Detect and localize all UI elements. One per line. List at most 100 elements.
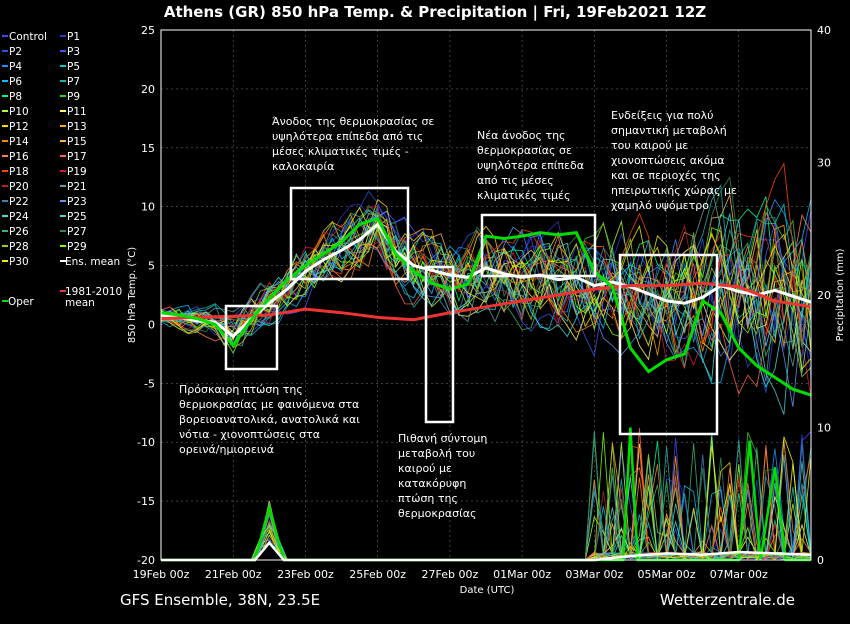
legend-label: Oper (8, 296, 34, 308)
annotation-box (618, 253, 719, 436)
legend-label: 1981-2010 mean (65, 286, 122, 309)
annotation-line: θερμοκρασίας με φαινόμενα στα (179, 398, 359, 411)
legend-label: P5 (67, 61, 80, 73)
series-line (160, 222, 812, 339)
y2-tick-label: 20 (817, 289, 831, 302)
y2-tick-label: 30 (817, 157, 831, 170)
annotation-box (224, 304, 279, 371)
legend-label: P30 (9, 256, 29, 268)
annotation-boxes (224, 186, 719, 436)
annotation-box (289, 186, 410, 281)
legend-label: P1 (67, 31, 80, 43)
legend-label: P14 (9, 136, 29, 148)
annotations: Άνοδος της θερμοκρασίας σε υψηλότερα επίπ… (179, 109, 737, 520)
annotation-text: Πιθανή σύντομη μεταβολή του καιρού με κατακ… (398, 432, 487, 520)
series-line (160, 216, 812, 397)
oper-precip-line (161, 427, 811, 562)
series-line (160, 281, 812, 322)
annotation-box (424, 265, 455, 424)
x-tick-label: 03Mar 00z (565, 568, 623, 581)
legend-label: P10 (9, 106, 29, 118)
annotation-line: κατακόρυφη (398, 477, 466, 490)
x-tick-label: 21Feb 00z (205, 568, 262, 581)
annotation-line: καλοκαιρία (272, 160, 334, 173)
y-tick-label: 0 (148, 318, 155, 331)
legend-label: P24 (9, 211, 29, 223)
annotation-line: κλιματικές τιμές (477, 189, 570, 202)
chart-title: Athens (GR) 850 hPa Temp. & Precipitatio… (164, 3, 706, 22)
y-tick-label: 10 (141, 201, 155, 214)
footer-model: GFS Ensemble, 38N, 23.5E (120, 591, 320, 609)
annotation-line: χιονοπτώσεις ακόμα (611, 154, 724, 167)
y2-tick-label: 40 (817, 24, 831, 37)
annotation-line: μεταβολή του (398, 447, 475, 460)
legend-label: P16 (9, 151, 29, 163)
annotation-line: σημαντική μεταβολή (611, 124, 727, 137)
legend-label: P7 (67, 76, 80, 88)
grid (160, 29, 811, 561)
legend-label: P12 (9, 121, 29, 133)
legend-label: P9 (67, 91, 80, 103)
member-temp-line (160, 217, 812, 355)
x-tick-label: 25Feb 00z (349, 568, 406, 581)
annotation-line: Πιθανή σύντομη (398, 432, 487, 445)
annotation-line: ηπειρωτικής χώρας με (611, 184, 737, 197)
legend-label: P20 (9, 181, 29, 193)
member-temp-line (160, 211, 812, 364)
legend-label: P3 (67, 46, 80, 58)
annotation-line: καιρού με (398, 462, 452, 475)
annotation-line: Νέα άνοδος της (477, 129, 566, 142)
y-axis-label: 850 hPa Temp. (°C) (127, 247, 138, 343)
y-tick-label: -20 (137, 554, 155, 567)
annotation-line: του καιρού με (611, 139, 688, 152)
legend-label: P26 (9, 226, 29, 238)
annotation-line: νότια - χιονοπτώσεις στα (179, 428, 320, 441)
legend-label: P29 (67, 241, 87, 253)
annotation-line: Άνοδος της θερμοκρασίας σε (272, 115, 434, 128)
annotation-text: Ενδείξεις για πολύ σημαντική μεταβολή του … (611, 109, 737, 212)
y-tick-label: 20 (141, 83, 155, 96)
annotation-line: Πρόσκαιρη πτώση της (179, 383, 303, 396)
x-tick-label: 07Mar 00z (710, 568, 768, 581)
ensemble-members (160, 162, 812, 562)
series-lines (160, 216, 812, 562)
legend-label: Ens. mean (65, 256, 120, 268)
legend-label: P13 (67, 121, 87, 133)
legend-label: P6 (9, 76, 22, 88)
annotation-line: βορειοανατολικά, ανατολικά και (179, 413, 360, 426)
legend-label: Control (9, 31, 47, 43)
annotation-line: ορεινά/ημιορεινά (179, 443, 274, 456)
member-temp-line (160, 210, 812, 407)
annotation-line: χαμηλό υψόμετρο (611, 199, 709, 212)
annotation-line: πτώση της (398, 492, 458, 505)
mean-precip-line (161, 540, 812, 562)
legend-label: P11 (67, 106, 87, 118)
member-temp-line (160, 217, 812, 388)
y2-tick-label: 10 (817, 422, 831, 435)
legend-label: P17 (67, 151, 87, 163)
annotation-line: από τις μέσες (477, 174, 554, 187)
member-temp-line (160, 185, 812, 382)
annotation-line: Ενδείξεις για πολύ (611, 109, 713, 122)
member-temp-line (160, 193, 812, 346)
legend-label: P4 (9, 61, 22, 73)
legend-label: P23 (67, 196, 87, 208)
legend-label: P19 (67, 166, 87, 178)
annotation-box (480, 213, 597, 278)
x-tick-label: 05Mar 00z (638, 568, 696, 581)
y2-axis-ticks: 40 30 20 10 0 (817, 24, 831, 567)
legend-label: P2 (9, 46, 22, 58)
legend-label: P8 (9, 91, 22, 103)
y-tick-label: -10 (137, 436, 155, 449)
member-temp-line (160, 162, 812, 369)
legend-label: P15 (67, 136, 87, 148)
x-tick-label: 23Feb 00z (277, 568, 334, 581)
y-axis-ticks: 25 20 15 10 5 0 -5 -10 -15 -20 (137, 24, 155, 567)
legend-label: P28 (9, 241, 29, 253)
annotation-line: και σε περιοχές της (611, 169, 721, 182)
legend-label: P27 (67, 226, 87, 238)
annotation-line: υψηλότερα επίπεδα (477, 159, 584, 172)
y-tick-label: 25 (141, 24, 155, 37)
